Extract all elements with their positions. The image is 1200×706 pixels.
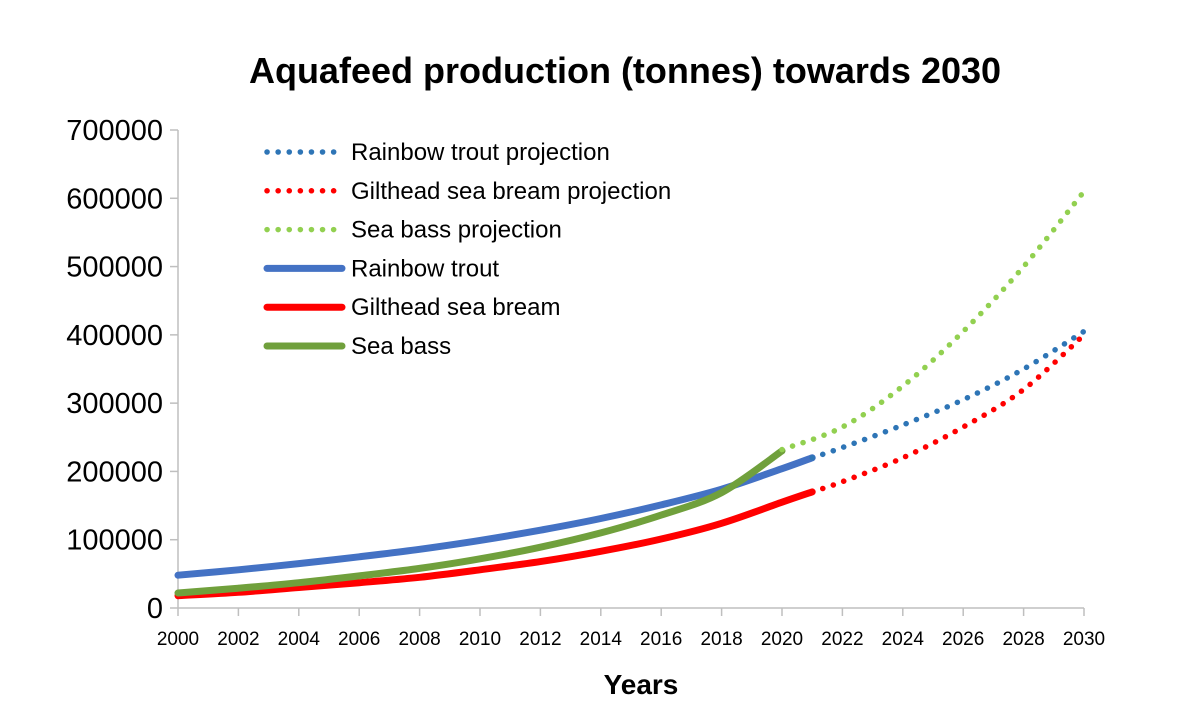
y-tick-label: 700000 [66, 115, 163, 147]
x-tick-label: 2020 [761, 629, 803, 650]
x-tick-label: 2018 [700, 629, 742, 650]
y-tick-label: 0 [147, 593, 163, 625]
x-tick-label: 2022 [821, 629, 863, 650]
y-tick-label: 600000 [66, 183, 163, 215]
x-tick-label: 2030 [1063, 629, 1105, 650]
x-tick-label: 2028 [1002, 629, 1044, 650]
legend-label: Gilthead sea bream projection [351, 178, 671, 205]
legend-item-rainbow-trout: Rainbow trout [263, 255, 499, 282]
x-tick-label: 2008 [398, 629, 440, 650]
y-tick-label: 200000 [66, 456, 163, 488]
legend-label: Gilthead sea bream [351, 294, 560, 321]
y-tick-label: 100000 [66, 525, 163, 557]
series-line-sea-bass-projection [779, 188, 1087, 453]
series-line-gilthead-sea-bream [174, 488, 816, 600]
x-tick-label: 2024 [882, 629, 925, 650]
legend-label: Rainbow trout [351, 255, 499, 282]
legend: Rainbow trout projection Gilthead sea bre… [263, 139, 671, 360]
legend-item-sea-bass-projection: Sea bass projection [264, 217, 562, 244]
series-line-sea-bass [174, 447, 786, 597]
x-tick-label: 2016 [640, 629, 682, 650]
legend-item-rainbow-trout-projection: Rainbow trout projection [264, 139, 610, 166]
legend-label: Rainbow trout projection [351, 139, 610, 166]
x-tick-label: 2006 [338, 629, 380, 650]
legend-item-gilthead-sea-bream-projection: Gilthead sea bream projection [264, 178, 671, 205]
y-tick-label: 300000 [66, 388, 163, 420]
x-axis: 2000 2002 2004 2006 2008 2010 2012 2014 2016 2018… [157, 607, 1105, 650]
x-axis-label: Years [604, 669, 679, 700]
x-tick-label: 2004 [278, 629, 321, 650]
series-line-rainbow-trout-projection [809, 328, 1087, 461]
y-tick-label: 400000 [66, 320, 163, 352]
legend-label: Sea bass projection [351, 217, 562, 244]
x-tick-label: 2012 [519, 629, 561, 650]
x-tick-label: 2000 [157, 629, 199, 650]
series-line-gilthead-sea-bream-projection [809, 332, 1087, 495]
y-tick-label: 500000 [66, 252, 163, 284]
series-layer [174, 188, 1087, 600]
x-tick-label: 2014 [580, 629, 623, 650]
legend-item-gilthead-sea-bream: Gilthead sea bream [263, 294, 560, 321]
chart-title: Aquafeed production (tonnes) towards 203… [249, 50, 1001, 91]
x-tick-label: 2026 [942, 629, 984, 650]
y-tick-labels: 0 100000 200000 300000 400000 500000 600000 700… [66, 115, 178, 625]
legend-item-sea-bass: Sea bass [263, 333, 451, 360]
x-tick-labels: 2000 2002 2004 2006 2008 2010 2012 2014 2016 2018… [157, 608, 1105, 650]
x-tick-label: 2010 [459, 629, 501, 650]
y-axis: 0 100000 200000 300000 400000 500000 600000 700… [66, 115, 179, 625]
legend-label: Sea bass [351, 333, 451, 360]
x-tick-label: 2002 [217, 629, 259, 650]
